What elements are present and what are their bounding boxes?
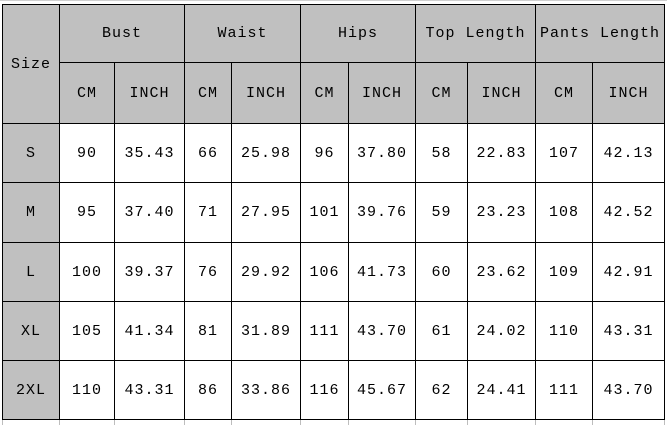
column-group-hips: Hips bbox=[300, 4, 416, 63]
cell-pants-length-inch: 43.31 bbox=[592, 301, 665, 361]
cell-waist-inch: 33.86 bbox=[231, 360, 301, 420]
table-row-size-2xl: 2XL 110 43.31 86 33.86 116 45.67 62 24.4… bbox=[2, 360, 665, 420]
cell-top-length-cm: 59 bbox=[415, 182, 468, 243]
column-group-waist: Waist bbox=[184, 4, 301, 63]
size-chart-table: Size Bust Waist Hips Top Length Pants Le… bbox=[2, 4, 665, 425]
row-header-size: S bbox=[2, 123, 60, 183]
unit-header-top-length-cm: CM bbox=[415, 62, 468, 124]
cell-pants-length-inch: 43.70 bbox=[592, 360, 665, 420]
cell-waist-inch: 25.98 bbox=[231, 123, 301, 183]
column-group-pants-length: Pants Length bbox=[535, 4, 665, 63]
cell-bust-cm: 110 bbox=[59, 360, 115, 420]
cell-bust-inch: 39.37 bbox=[114, 242, 185, 302]
unit-header-top-length-inch: INCH bbox=[467, 62, 536, 124]
unit-header-waist-cm: CM bbox=[184, 62, 232, 124]
cell-waist-cm: 71 bbox=[184, 182, 232, 243]
cell-pants-length-cm: 110 bbox=[535, 301, 593, 361]
cell-bust-inch: 35.43 bbox=[114, 123, 185, 183]
cell-waist-cm: 81 bbox=[184, 301, 232, 361]
cell-hips-inch: 43.70 bbox=[348, 301, 416, 361]
table-row-size-xl: XL 105 41.34 81 31.89 111 43.70 61 24.02… bbox=[2, 301, 665, 361]
cell-bust-cm: 100 bbox=[59, 242, 115, 302]
cell-waist-cm: 86 bbox=[184, 360, 232, 420]
corner-header-size: Size bbox=[2, 4, 60, 124]
cell-hips-cm: 116 bbox=[300, 360, 349, 420]
unit-header-bust-inch: INCH bbox=[114, 62, 185, 124]
cell-hips-cm: 96 bbox=[300, 123, 349, 183]
cell-pants-length-cm: 111 bbox=[535, 360, 593, 420]
cell-bust-inch: 37.40 bbox=[114, 182, 185, 243]
cell-hips-inch: 37.80 bbox=[348, 123, 416, 183]
cell-top-length-inch: 22.83 bbox=[467, 123, 536, 183]
unit-header-pants-length-cm: CM bbox=[535, 62, 593, 124]
cell-hips-inch: 41.73 bbox=[348, 242, 416, 302]
cell-top-length-inch: 23.62 bbox=[467, 242, 536, 302]
header-row-units: CM INCH CM INCH CM INCH CM INCH CM INCH bbox=[3, 62, 665, 124]
cell-top-length-inch: 23.23 bbox=[467, 182, 536, 243]
table-row-size-m: M 95 37.40 71 27.95 101 39.76 59 23.23 1… bbox=[2, 182, 665, 243]
header-row-groups: Size Bust Waist Hips Top Length Pants Le… bbox=[2, 4, 665, 124]
cell-waist-inch: 29.92 bbox=[231, 242, 301, 302]
cell-top-length-cm: 61 bbox=[415, 301, 468, 361]
cell-hips-cm: 111 bbox=[300, 301, 349, 361]
cell-bust-inch: 41.34 bbox=[114, 301, 185, 361]
cell-bust-cm: 90 bbox=[59, 123, 115, 183]
cutoff-row-artifact bbox=[2, 419, 665, 425]
cell-top-length-inch: 24.02 bbox=[467, 301, 536, 361]
cell-hips-cm: 101 bbox=[300, 182, 349, 243]
cell-pants-length-inch: 42.52 bbox=[592, 182, 665, 243]
table-row-size-l: L 100 39.37 76 29.92 106 41.73 60 23.62 … bbox=[2, 242, 665, 302]
cell-bust-cm: 105 bbox=[59, 301, 115, 361]
cell-pants-length-cm: 108 bbox=[535, 182, 593, 243]
cell-top-length-cm: 58 bbox=[415, 123, 468, 183]
cell-bust-inch: 43.31 bbox=[114, 360, 185, 420]
table-row-size-s: S 90 35.43 66 25.98 96 37.80 58 22.83 10… bbox=[2, 123, 665, 183]
row-header-size: XL bbox=[2, 301, 60, 361]
cell-hips-cm: 106 bbox=[300, 242, 349, 302]
row-header-size: M bbox=[2, 182, 60, 243]
cell-waist-inch: 31.89 bbox=[231, 301, 301, 361]
column-group-top-length: Top Length bbox=[415, 4, 536, 63]
cell-hips-inch: 45.67 bbox=[348, 360, 416, 420]
unit-header-hips-inch: INCH bbox=[348, 62, 416, 124]
row-header-size: 2XL bbox=[2, 360, 60, 420]
cell-hips-inch: 39.76 bbox=[348, 182, 416, 243]
unit-header-bust-cm: CM bbox=[59, 62, 115, 124]
cell-waist-inch: 27.95 bbox=[231, 182, 301, 243]
column-group-bust: Bust bbox=[59, 4, 185, 63]
cell-pants-length-cm: 107 bbox=[535, 123, 593, 183]
cell-waist-cm: 66 bbox=[184, 123, 232, 183]
unit-header-waist-inch: INCH bbox=[231, 62, 301, 124]
cell-top-length-inch: 24.41 bbox=[467, 360, 536, 420]
cell-top-length-cm: 60 bbox=[415, 242, 468, 302]
cell-pants-length-cm: 109 bbox=[535, 242, 593, 302]
unit-header-hips-cm: CM bbox=[300, 62, 349, 124]
top-edge-artifact bbox=[0, 0, 667, 1]
cell-bust-cm: 95 bbox=[59, 182, 115, 243]
row-header-size: L bbox=[2, 242, 60, 302]
cell-pants-length-inch: 42.91 bbox=[592, 242, 665, 302]
cell-top-length-cm: 62 bbox=[415, 360, 468, 420]
unit-header-pants-length-inch: INCH bbox=[592, 62, 665, 124]
cell-pants-length-inch: 42.13 bbox=[592, 123, 665, 183]
cell-waist-cm: 76 bbox=[184, 242, 232, 302]
